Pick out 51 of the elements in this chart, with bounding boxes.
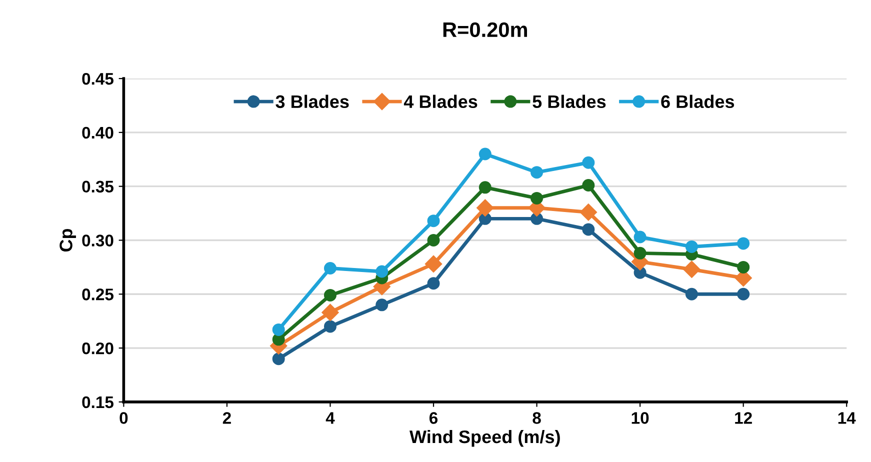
x-tick-label: 8 — [532, 412, 541, 424]
point — [376, 265, 388, 278]
point — [530, 192, 544, 204]
point — [582, 223, 595, 236]
y-tick-label: 0.30 — [82, 234, 114, 246]
point — [530, 166, 544, 179]
point — [376, 298, 388, 312]
legend-label: 4 Blades — [404, 94, 478, 108]
point — [476, 199, 494, 216]
x-tick-label: 2 — [222, 412, 231, 424]
point — [272, 323, 285, 336]
legend-label: 3 Blades — [276, 94, 349, 108]
point — [737, 260, 750, 274]
point — [324, 262, 336, 275]
point — [582, 179, 595, 192]
x-tick-label: 4 — [326, 412, 335, 424]
legend-label: 6 Blades — [661, 94, 734, 108]
point — [737, 288, 750, 300]
y-tick-label: 0.20 — [82, 342, 114, 354]
point — [683, 260, 700, 278]
x-tick-label: 14 — [838, 412, 856, 424]
point — [427, 277, 440, 290]
x-axis-title: Wind Speed (m/s) — [410, 430, 560, 447]
y-tick-label: 0.40 — [82, 126, 114, 139]
point — [685, 240, 698, 253]
point — [634, 246, 646, 260]
point — [478, 181, 492, 194]
point — [737, 237, 750, 250]
point — [634, 230, 646, 244]
x-tick-label: 6 — [429, 412, 438, 424]
point — [582, 156, 595, 169]
point — [324, 320, 336, 333]
point — [324, 288, 336, 302]
y-tick-label: 0.15 — [82, 396, 114, 408]
x-tick-label: 10 — [632, 412, 649, 424]
point — [580, 204, 597, 221]
chart-title: R=0.20m — [443, 22, 527, 38]
point — [427, 234, 440, 246]
point — [322, 304, 339, 322]
point — [478, 148, 492, 160]
point — [424, 255, 442, 273]
y-tick-label: 0.35 — [82, 180, 114, 193]
point — [427, 214, 440, 228]
y-axis-title: Cp — [60, 228, 76, 252]
y-tick-label: 0.45 — [82, 72, 114, 85]
x-tick-label: 0 — [120, 412, 128, 424]
point — [685, 288, 698, 300]
legend-label: 5 Blades — [532, 94, 606, 108]
point — [272, 352, 285, 366]
x-tick-label: 12 — [735, 412, 752, 424]
y-tick-label: 0.25 — [82, 288, 114, 300]
